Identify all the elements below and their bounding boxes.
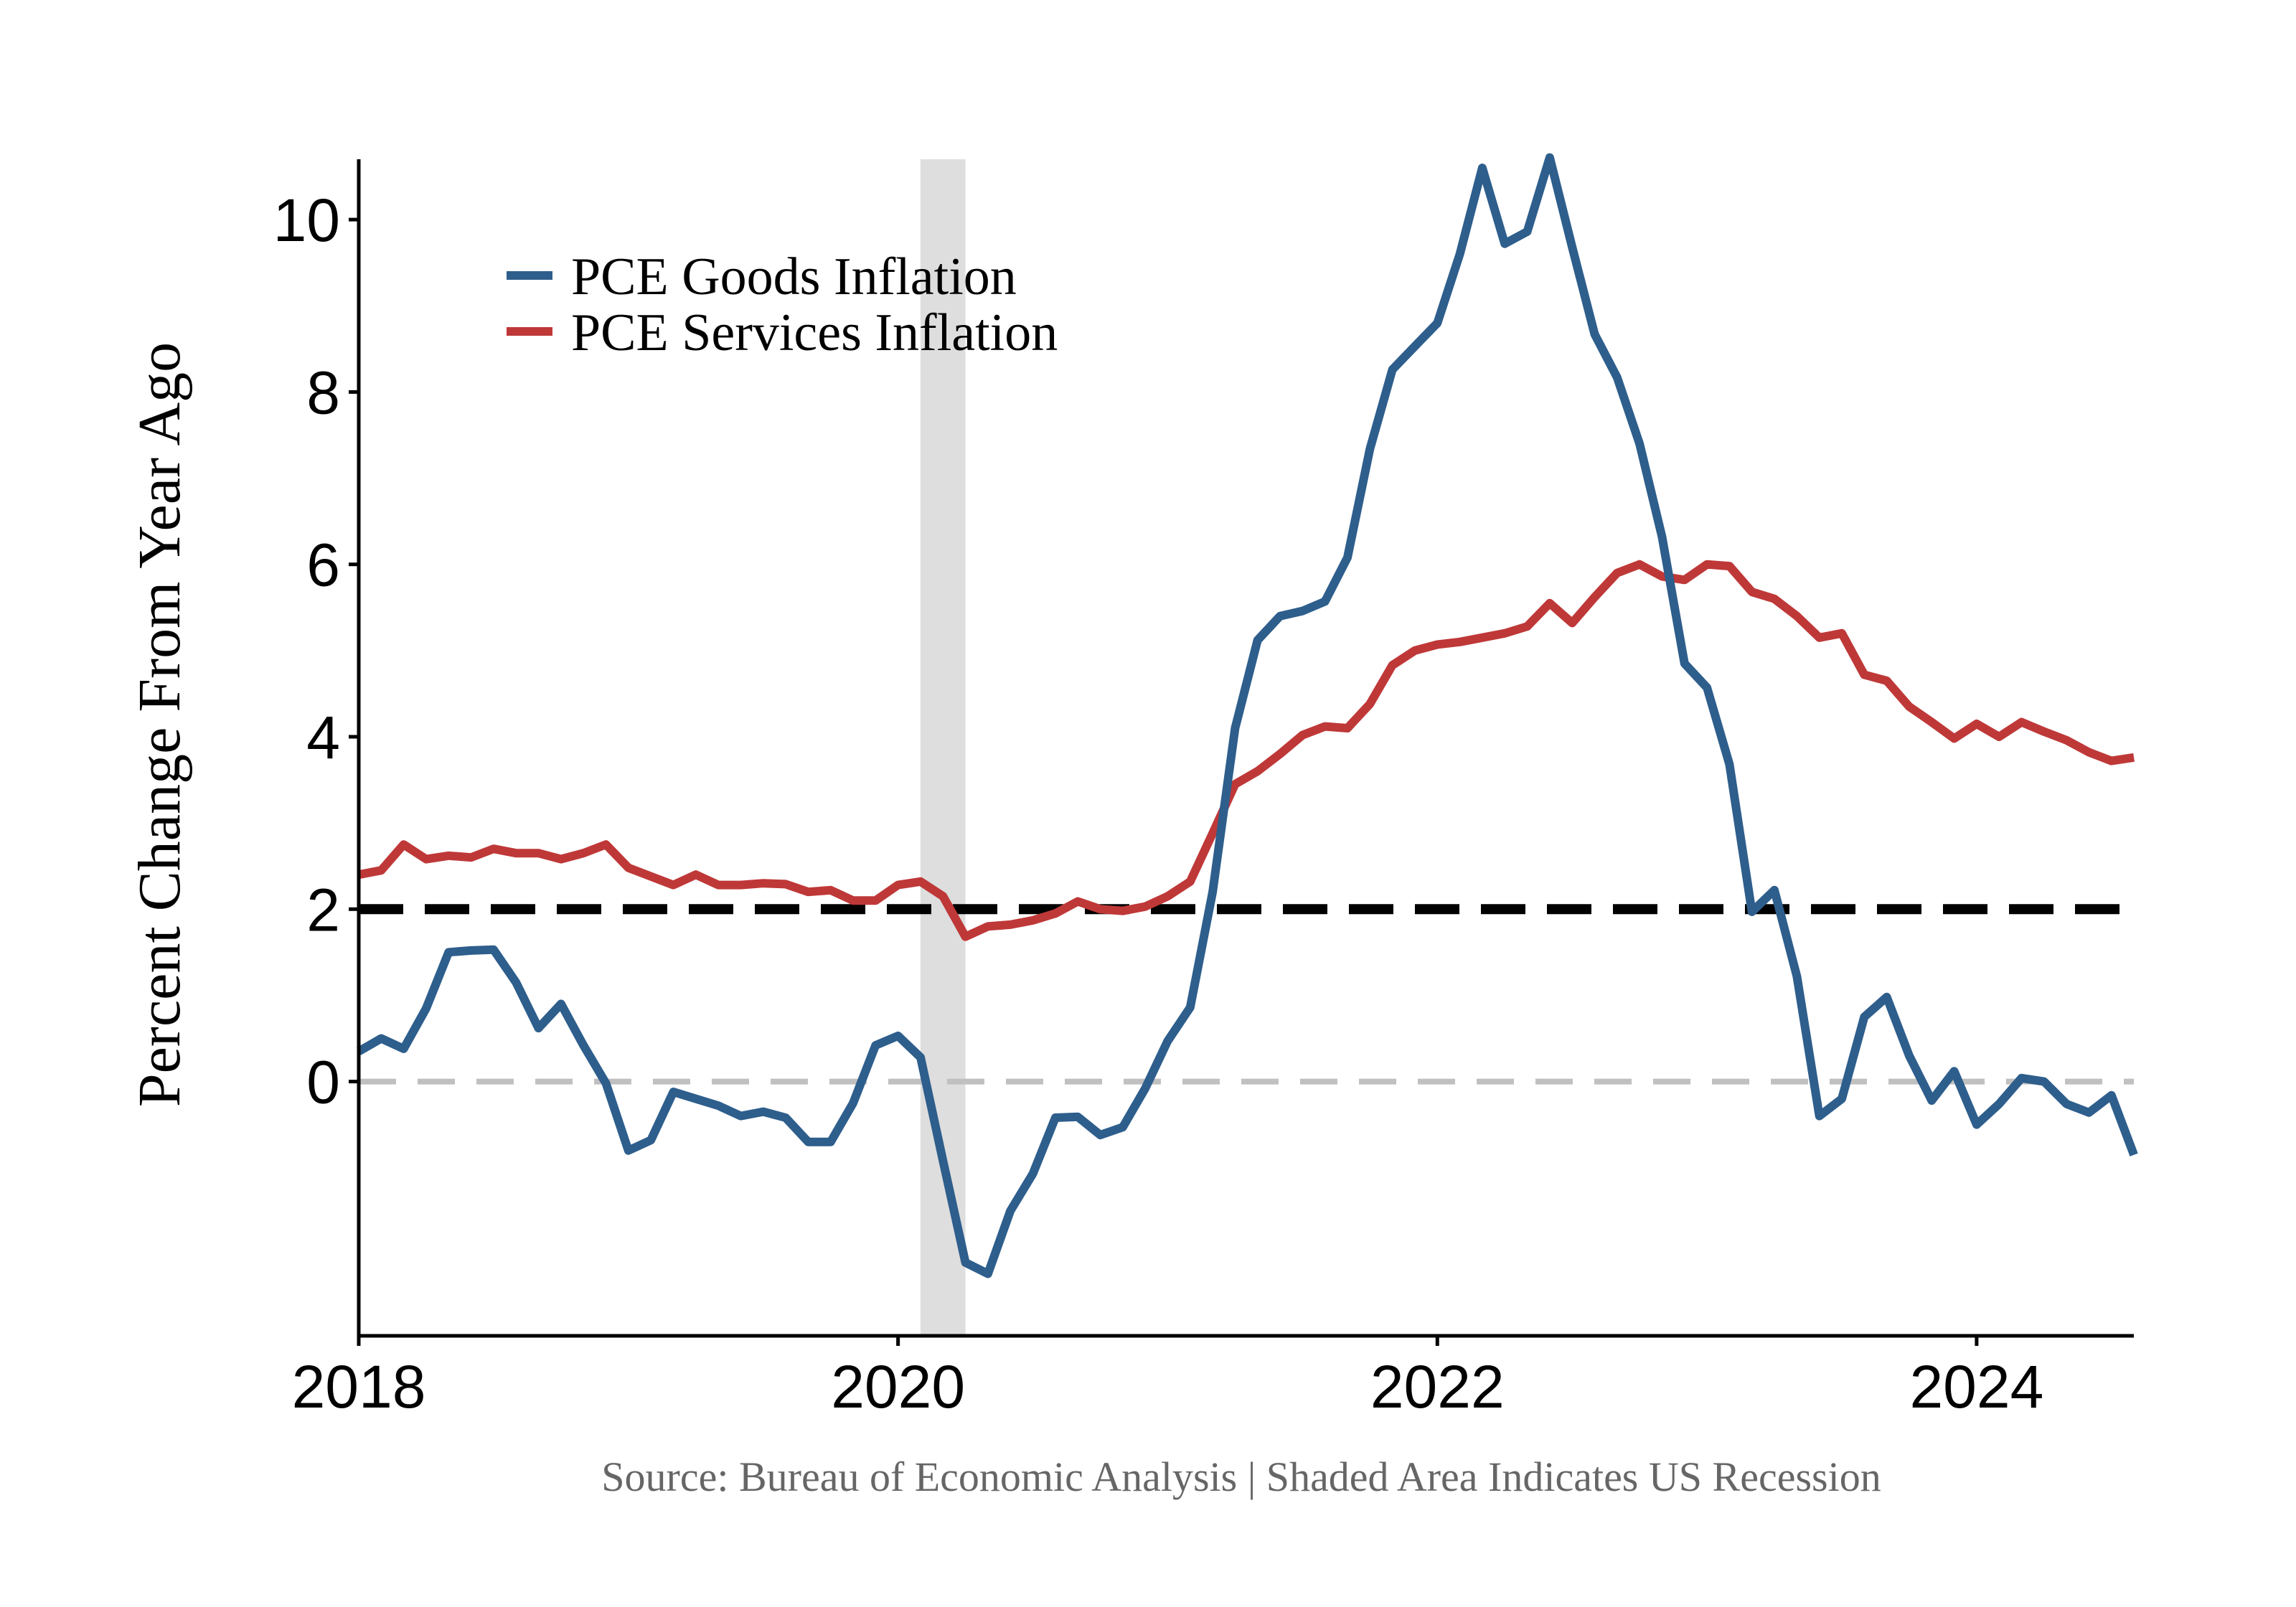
y-tick-label: 2 bbox=[306, 876, 340, 943]
recession-band-layer bbox=[920, 159, 966, 1336]
y-tick-label: 4 bbox=[306, 704, 340, 771]
y-axis-title: Percent Change From Year Ago bbox=[126, 342, 193, 1107]
x-tick-label: 2018 bbox=[292, 1353, 426, 1420]
y-tick-label: 6 bbox=[306, 532, 340, 599]
legend: PCE Goods Inflation PCE Services Inflati… bbox=[507, 248, 1058, 362]
y-tick-label: 8 bbox=[306, 359, 340, 426]
series-line-goods bbox=[357, 153, 2138, 1278]
reference-lines-layer bbox=[359, 904, 2134, 1085]
x-tick-label: 2022 bbox=[1370, 1353, 1505, 1420]
y-ticks: 0 2 4 6 8 10 bbox=[273, 187, 359, 1116]
series-line-services bbox=[357, 560, 2135, 941]
source-note: Source: Bureau of Economic Analysis | Sh… bbox=[601, 1453, 1881, 1500]
y-tick-label: 10 bbox=[273, 187, 340, 254]
y-tick-label: 0 bbox=[306, 1049, 340, 1116]
recession-band bbox=[920, 159, 966, 1336]
x-tick-label: 2024 bbox=[1909, 1353, 2043, 1420]
legend-label-services: PCE Services Inflation bbox=[571, 303, 1058, 362]
legend-label-goods: PCE Goods Inflation bbox=[571, 248, 1017, 306]
x-tick-label: 2020 bbox=[831, 1353, 965, 1420]
series-layer bbox=[357, 153, 2138, 1278]
x-ticks: 2018 2020 2022 2024 bbox=[292, 1336, 2043, 1420]
